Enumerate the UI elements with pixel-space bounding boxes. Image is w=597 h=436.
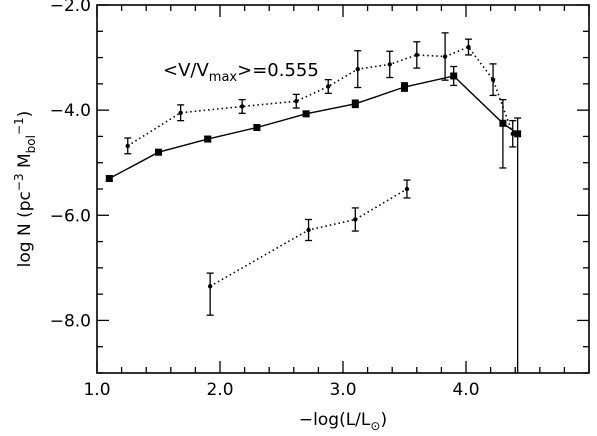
- data-point: [204, 135, 212, 143]
- data-point: [499, 119, 507, 127]
- y-tick-label: −6.0: [50, 206, 91, 226]
- data-point: [442, 54, 448, 59]
- data-point: [253, 123, 261, 131]
- data-point: [239, 104, 245, 109]
- data-point: [510, 131, 515, 136]
- y-tick-label: −8.0: [50, 311, 91, 331]
- x-tick-label: 2.0: [206, 380, 233, 400]
- series-3: [206, 179, 411, 316]
- y-tick-label: −4.0: [50, 101, 91, 121]
- data-point: [414, 52, 419, 58]
- series-line: [108, 75, 519, 180]
- data-point: [404, 186, 410, 192]
- data-point: [514, 130, 522, 138]
- tick-labels: 1.0 2.0 3.0 4.0 −2.0 −4.0 −6.0 −8.0: [50, 0, 480, 400]
- data-point: [155, 148, 162, 156]
- error-bar: [206, 272, 214, 316]
- series-line: [127, 46, 514, 147]
- data-point: [353, 217, 358, 222]
- data-point: [105, 174, 113, 182]
- y-tick-label: −2.0: [50, 0, 91, 16]
- series-layer: [105, 32, 522, 373]
- data-point: [294, 99, 299, 104]
- error-bar: [514, 117, 522, 373]
- data-point: [207, 284, 213, 289]
- data-point: [355, 66, 360, 72]
- x-tick-label: 1.0: [83, 380, 110, 400]
- annotation-vvmax: <V/Vmax>=0.555: [163, 60, 319, 85]
- x-axis-title: −log(L/L⊙): [299, 410, 387, 433]
- data-point: [125, 143, 130, 149]
- data-point: [351, 100, 359, 108]
- axis-ticks: [96, 4, 590, 374]
- data-point: [387, 62, 392, 67]
- data-point: [326, 84, 331, 89]
- x-tick-label: 3.0: [329, 380, 356, 400]
- data-point: [306, 227, 311, 233]
- data-point: [302, 110, 310, 118]
- series-1: [105, 65, 522, 373]
- data-point: [401, 83, 408, 91]
- data-point: [490, 77, 496, 82]
- data-point: [466, 44, 471, 50]
- series-2: [124, 32, 517, 155]
- data-point: [178, 110, 183, 115]
- data-point: [450, 72, 458, 80]
- error-bar: [499, 98, 507, 169]
- x-tick-label: 4.0: [452, 380, 479, 400]
- y-axis-title: log N (pc−3 Mbol−1): [12, 111, 38, 268]
